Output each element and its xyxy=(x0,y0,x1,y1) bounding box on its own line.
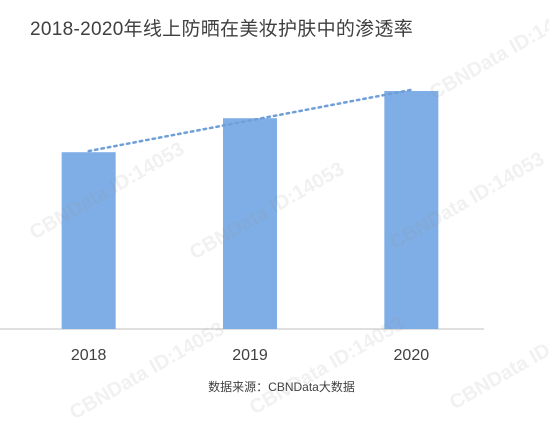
bar-2020 xyxy=(384,91,439,329)
chart-title: 2018-2020年线上防晒在美妆护肤中的渗透率 xyxy=(30,19,414,40)
x-tick-label: 2020 xyxy=(394,347,430,364)
x-tick-label: 2019 xyxy=(232,347,268,364)
bar-2018 xyxy=(61,152,116,329)
x-tick-label: 2018 xyxy=(71,347,107,364)
data-source-note: 数据来源：CBNData大数据 xyxy=(208,380,355,394)
trend-line xyxy=(87,88,413,153)
bar-2019 xyxy=(223,118,277,329)
